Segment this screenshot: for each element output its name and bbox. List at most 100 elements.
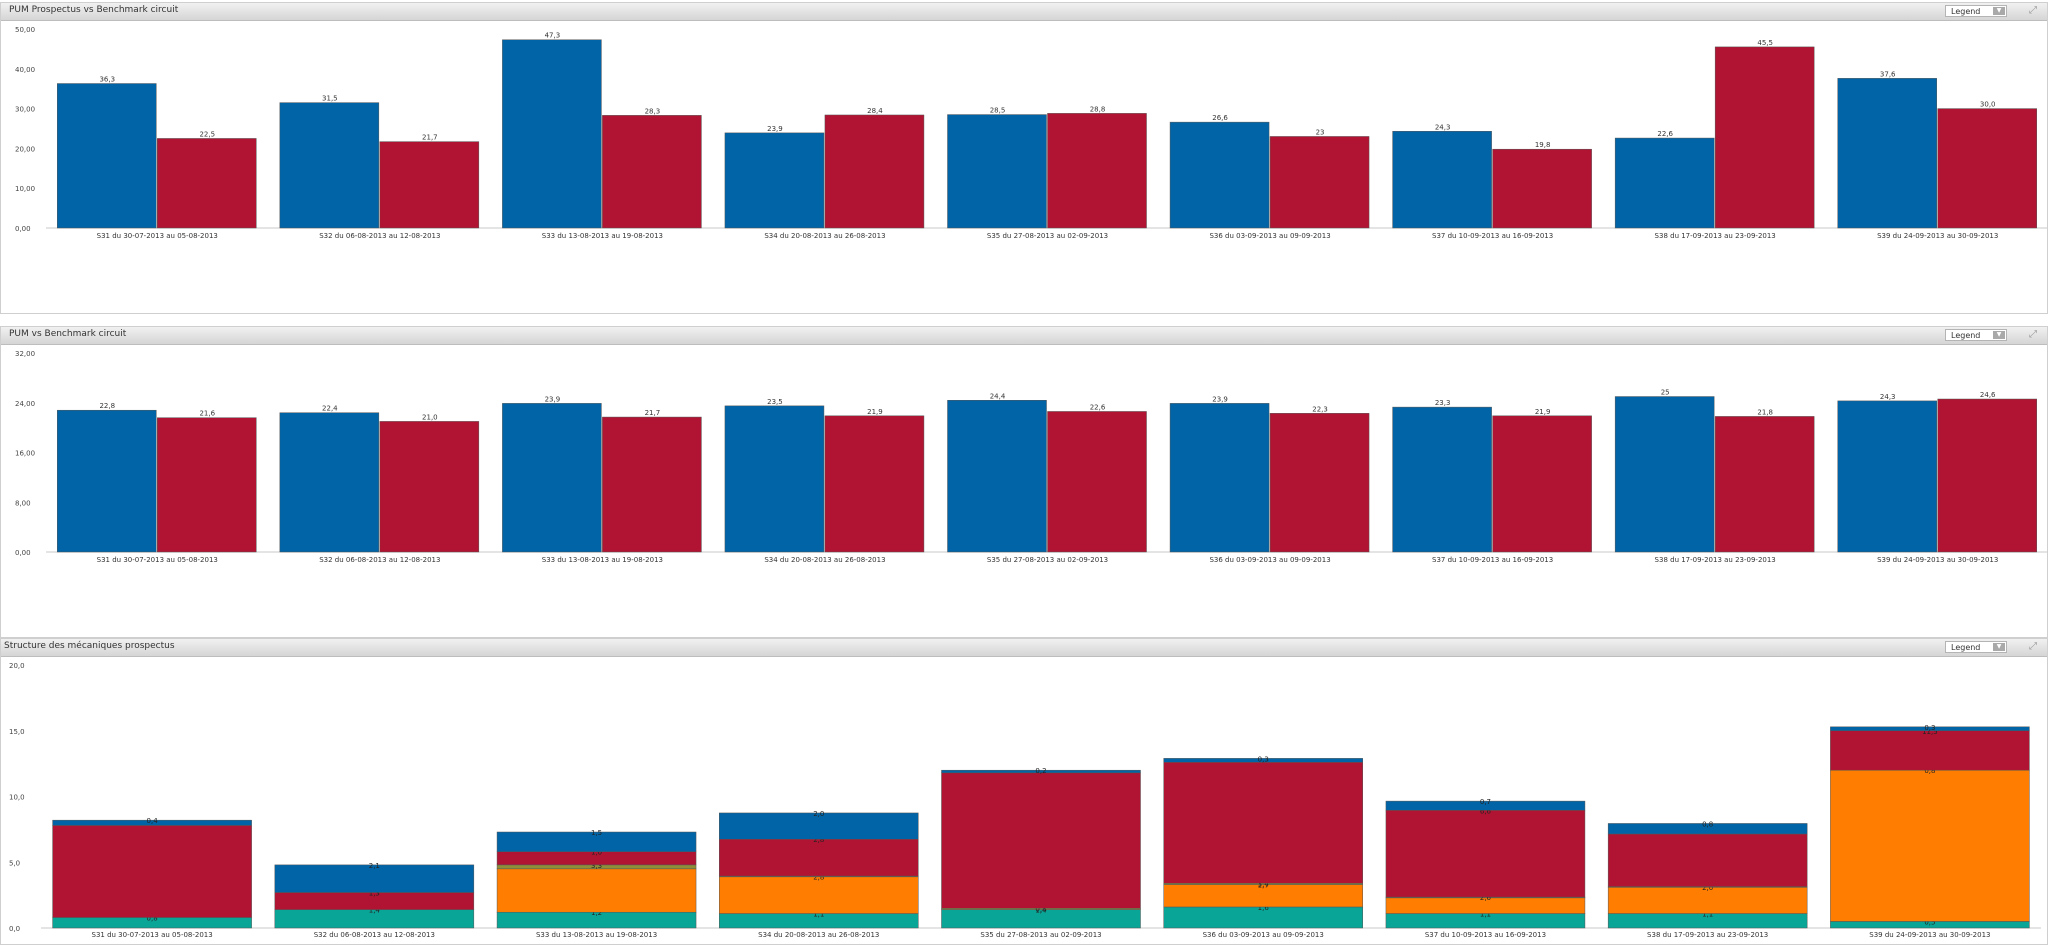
data-label: 45,5: [1757, 39, 1773, 47]
x-tick-label: S36 du 03-09-2013 au 09-09-2013: [1209, 556, 1330, 564]
bar-segment: [1607, 886, 1808, 914]
segment-label: 1,0: [591, 849, 602, 857]
segment-label: 0,8: [1035, 905, 1046, 913]
panel-title: Structure des mécaniques prospectus: [4, 641, 175, 651]
x-tick-label: S32 du 06-08-2013 au 12-08-2013: [314, 931, 435, 939]
bar: [157, 138, 257, 229]
bar-segment: [274, 864, 475, 893]
stacked-bar-chart: 0,0 5,0 10,0 15,0 20,0 0,8 0,4 S31 du 30-07-201…: [9, 662, 2041, 939]
data-label: 22,6: [1657, 130, 1673, 138]
chart-panel-pum: PUM vs Benchmark circuit Legend ▼ ⤢ 0,00…: [0, 326, 2048, 638]
expand-icon[interactable]: ⤢: [2029, 5, 2037, 16]
data-label: 37,6: [1880, 70, 1896, 78]
bar: [824, 415, 925, 553]
x-tick-label: S39 du 24-09-2013 au 30-09-2013: [1869, 931, 1990, 939]
data-label: 30,0: [1980, 101, 1996, 109]
legend-dropdown[interactable]: Legend ▼: [1945, 329, 2007, 341]
bar-segment: [496, 831, 697, 852]
x-tick-label: S32 du 06-08-2013 au 12-08-2013: [319, 556, 440, 564]
segment-label: 0,2: [1035, 767, 1046, 775]
x-tick-label: S33 du 13-08-2013 au 19-08-2013: [542, 556, 663, 564]
bar: [724, 132, 825, 229]
x-tick-label: S37 du 10-09-2013 au 16-09-2013: [1432, 556, 1553, 564]
data-label: 22,4: [322, 405, 338, 413]
bar: [157, 417, 257, 553]
bar: [379, 421, 480, 553]
data-label: 24,3: [1880, 393, 1896, 401]
data-label: 25: [1661, 389, 1670, 397]
data-label: 28,8: [1090, 105, 1106, 113]
data-label: 24,4: [990, 392, 1006, 400]
x-tick-label: S38 du 17-09-2013 au 23-09-2013: [1655, 232, 1776, 240]
y-tick-label: 15,0: [9, 728, 25, 736]
segment-label: 0,3: [1924, 724, 1935, 732]
data-label: 21,7: [645, 409, 661, 417]
segment-label: 1,6: [1258, 904, 1270, 912]
legend-dropdown[interactable]: Legend ▼: [1945, 5, 2007, 17]
segment-label: 1,4: [1035, 907, 1047, 915]
y-tick-label: 5,0: [9, 859, 20, 867]
panel-title: PUM vs Benchmark circuit: [9, 329, 127, 339]
bar: [1047, 113, 1147, 229]
y-tick-label: 10,0: [9, 794, 25, 802]
x-tick-label: S38 du 17-09-2013 au 23-09-2013: [1647, 931, 1768, 939]
segment-label: 3,4: [1258, 880, 1270, 888]
bar: [57, 409, 157, 553]
legend-dropdown-label: Legend: [1951, 643, 1981, 652]
segment-label: 0,5: [1924, 918, 1935, 926]
panel-header: PUM vs Benchmark circuit Legend ▼ ⤢: [1, 327, 2047, 345]
data-label: 22,8: [99, 402, 115, 410]
bar: [1492, 415, 1592, 553]
bar: [1614, 396, 1715, 553]
bar: [379, 141, 480, 229]
bar: [724, 405, 825, 553]
segment-label: 0,7: [1480, 798, 1491, 806]
bar: [1714, 46, 1815, 229]
bar: [1269, 136, 1370, 229]
data-label: 22,3: [1312, 405, 1328, 413]
y-tick-label: 0,00: [15, 225, 31, 233]
data-label: 23,9: [1212, 395, 1228, 403]
bar-segment: [52, 819, 252, 826]
bar-segment: [941, 769, 1141, 774]
chevron-down-icon[interactable]: ▼: [1993, 7, 2005, 15]
y-tick-label: 20,0: [9, 662, 25, 670]
bar-segment: [1163, 758, 1363, 763]
data-label: 19,8: [1535, 141, 1551, 149]
segment-label: 2,0: [813, 810, 824, 818]
expand-icon[interactable]: ⤢: [2029, 641, 2037, 652]
bar: [279, 102, 380, 229]
data-label: 21,8: [1757, 408, 1773, 416]
data-label: 22,6: [1090, 403, 1106, 411]
y-tick-label: 0,0: [9, 925, 20, 933]
data-label: 23: [1316, 128, 1325, 136]
x-tick-label: S34 du 20-08-2013 au 26-08-2013: [764, 232, 885, 240]
segment-label: 6,6: [1480, 807, 1492, 815]
y-tick-label: 20,00: [15, 145, 35, 153]
segment-label: 2,0: [1702, 884, 1713, 892]
chevron-down-icon[interactable]: ▼: [1993, 643, 2005, 651]
x-tick-label: S34 du 20-08-2013 au 26-08-2013: [764, 556, 885, 564]
bar: [1169, 403, 1270, 553]
segment-label: 2,8: [813, 836, 824, 844]
bar: [1492, 148, 1592, 229]
data-label: 23,9: [545, 395, 561, 403]
x-tick-label: S33 du 13-08-2013 au 19-08-2013: [542, 232, 663, 240]
bar: [947, 114, 1047, 229]
bar: [1714, 416, 1815, 553]
y-tick-label: 32,00: [15, 350, 35, 358]
data-label: 23,3: [1435, 399, 1451, 407]
x-tick-label: S35 du 27-08-2013 au 02-09-2013: [987, 556, 1108, 564]
data-label: 24,6: [1980, 391, 1996, 399]
bar-segment: [1163, 762, 1363, 884]
segment-label: 0,3: [1258, 755, 1269, 763]
x-tick-label: S37 du 10-09-2013 au 16-09-2013: [1432, 232, 1553, 240]
bar: [1837, 78, 1937, 229]
bar: [1614, 137, 1715, 229]
segment-label: 1,5: [591, 829, 602, 837]
legend-dropdown[interactable]: Legend ▼: [1945, 641, 2007, 653]
expand-icon[interactable]: ⤢: [2029, 329, 2037, 340]
legend-dropdown-label: Legend: [1951, 331, 1981, 340]
y-tick-label: 0,00: [15, 549, 31, 557]
chevron-down-icon[interactable]: ▼: [1993, 331, 2005, 339]
